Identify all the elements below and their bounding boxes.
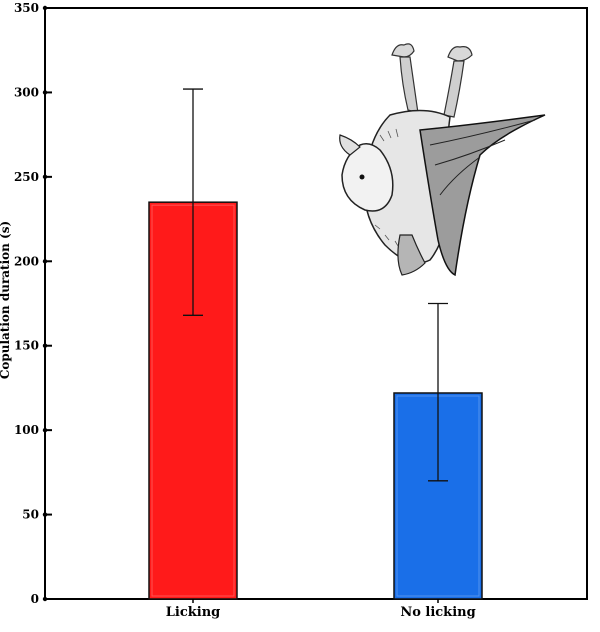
bat-fur-shading [374, 128, 399, 247]
y-tick-label: 100 [14, 423, 39, 437]
x-tick-label: Licking [166, 605, 220, 620]
bat-wing-finger-2 [434, 139, 506, 166]
bat-leg-right [443, 60, 465, 118]
plot-frame [44, 7, 588, 600]
bat-wing-finger-3 [439, 156, 481, 196]
y-tick-dot [42, 90, 48, 95]
bat-illustration [339, 43, 546, 277]
bat-wing-lower [397, 234, 426, 276]
bat-wing [419, 114, 546, 277]
y-tick-dot [42, 174, 48, 180]
y-tick-label: 150 [14, 339, 39, 353]
bat-eye [359, 174, 365, 180]
x-tick-label: No licking [400, 605, 475, 620]
y-tick-label: 50 [22, 508, 39, 522]
bat-foot-right [447, 46, 473, 62]
y-tick-dot [42, 5, 48, 11]
y-tick-dot [42, 427, 48, 433]
bat-leg-left [399, 56, 419, 114]
y-tick-dot [42, 259, 48, 264]
y-axis-title: Copulation duration (s) [0, 221, 12, 379]
error-bars [183, 88, 448, 482]
y-tick-dot [42, 343, 48, 348]
bat-wing-finger-1 [429, 119, 536, 146]
y-tick-dot [42, 596, 48, 602]
y-tick-label: 300 [14, 85, 39, 99]
bat-foot-left [391, 43, 415, 58]
y-tick-label: 200 [14, 254, 39, 268]
bat-head [341, 143, 394, 212]
y-axis-ticks: 0 50 100 150 200 250 300 350 [14, 1, 52, 606]
y-tick-label: 350 [14, 1, 39, 15]
y-tick-dot [42, 512, 48, 517]
y-tick-label: 250 [14, 170, 39, 184]
bat-ear [339, 134, 361, 156]
y-tick-label: 0 [31, 592, 39, 606]
bars [148, 201, 483, 600]
x-axis-labels: Licking No licking [166, 599, 476, 620]
